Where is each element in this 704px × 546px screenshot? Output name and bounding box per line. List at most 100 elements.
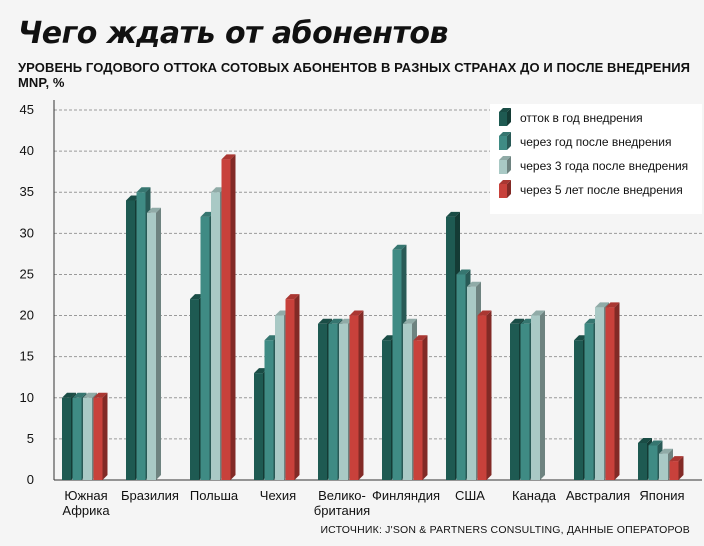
bar-side (614, 302, 620, 480)
legend-label: через год после внедрения (520, 135, 671, 149)
bar-side (540, 310, 545, 480)
bar-front (83, 397, 92, 480)
bar-top (285, 294, 300, 300)
bar-side (294, 294, 300, 480)
bar-front (62, 397, 71, 480)
legend-label: через 3 года после внедрения (520, 159, 688, 173)
bar-top (221, 154, 236, 160)
bar-front (93, 397, 103, 480)
y-tick-label: 5 (27, 431, 34, 446)
bar-top (392, 244, 407, 250)
x-category-label: Япония (639, 488, 684, 503)
bar-front (638, 443, 647, 480)
bar-top (531, 310, 545, 316)
legend-item: через 5 лет после внедрения (499, 180, 683, 198)
bar-front (574, 340, 583, 480)
source-note: ИСТОЧНИК: J'SON & PARTNERS CONSULTING, Д… (320, 524, 690, 536)
legend-item: отток в год внедрения (499, 108, 643, 126)
chart-title: Чего ждать от абонентов (18, 16, 448, 51)
bar-top (413, 335, 428, 341)
bar-side (486, 310, 492, 480)
bar-top (595, 302, 609, 308)
bar (147, 207, 161, 480)
bar-side (678, 456, 684, 480)
bar-front (339, 323, 348, 480)
bar-front (328, 323, 338, 480)
x-category-label: Чехия (260, 488, 296, 503)
bar-top (72, 392, 87, 398)
bar-front (477, 315, 487, 480)
x-category-label: Южная Африка (62, 488, 110, 518)
legend-box (490, 104, 702, 214)
bar-top (648, 440, 663, 446)
bar-front (413, 340, 423, 480)
bar-side (422, 335, 428, 480)
y-tick-label: 20 (20, 308, 34, 323)
bar-front (254, 373, 263, 480)
legend-swatch (499, 136, 507, 150)
y-tick-label: 10 (20, 390, 34, 405)
bar-front (275, 315, 284, 480)
bar-top (477, 310, 492, 316)
bar-front (584, 323, 594, 480)
legend-label: отток в год внедрения (520, 111, 643, 125)
y-tick-label: 40 (20, 143, 34, 158)
x-category-label: Канада (512, 488, 557, 503)
bar-front (72, 397, 82, 480)
bar (669, 456, 684, 480)
x-category-label: Финляндия (372, 488, 440, 503)
bar-top (318, 318, 332, 324)
bar-top (328, 318, 343, 324)
bar (413, 335, 428, 480)
bar (349, 310, 364, 480)
bar-front (531, 315, 540, 480)
bar-side (230, 154, 236, 481)
bar (477, 310, 492, 480)
bar-front (392, 249, 402, 480)
bar-top (446, 211, 460, 217)
bar-front (200, 216, 210, 480)
legend-item: через 3 года после внедрения (499, 156, 688, 174)
bar-front (648, 445, 658, 480)
bars (62, 154, 684, 481)
bar (605, 302, 620, 480)
bar-front (264, 340, 274, 480)
legend-swatch-side (507, 132, 511, 150)
bar-front (318, 323, 327, 480)
x-category-label: США (455, 488, 485, 503)
legend-swatch (499, 112, 507, 126)
bar-top (83, 392, 97, 398)
y-tick-label: 45 (20, 102, 34, 117)
bar-front (221, 159, 231, 481)
chart-subtitle: УРОВЕНЬ ГОДОВОГО ОТТОКА СОТОВЫХ АБОНЕНТО… (18, 60, 691, 90)
x-category-label: Австралия (566, 488, 630, 503)
x-category-label: Бразилия (121, 488, 179, 503)
bar-top (669, 456, 684, 462)
legend: отток в год внедрения через год после вне… (490, 104, 702, 214)
bar-top (62, 392, 76, 398)
legend-swatch-side (507, 180, 511, 198)
bar (285, 294, 300, 480)
y-tick-label: 15 (20, 349, 34, 364)
bar-side (102, 392, 108, 480)
bar-front (446, 216, 455, 480)
legend-swatch (499, 184, 507, 198)
bar-top (659, 448, 673, 454)
y-axis: 0 5 10 15 20 25 30 35 40 45 (20, 100, 702, 487)
bar-front (510, 323, 519, 480)
bar-top (403, 318, 417, 324)
bar-front (669, 461, 679, 480)
bar-front (456, 274, 466, 480)
legend-swatch (499, 160, 507, 174)
legend-swatch-top (499, 108, 511, 112)
bar-front (403, 323, 412, 480)
bar-front (595, 307, 604, 480)
x-category-label: Велико-британия (314, 488, 370, 518)
bar (221, 154, 236, 481)
bar-side (156, 207, 161, 480)
legend-swatch-top (499, 156, 511, 160)
bar (93, 392, 108, 480)
bar-front (211, 192, 220, 480)
bar-top (605, 302, 620, 308)
